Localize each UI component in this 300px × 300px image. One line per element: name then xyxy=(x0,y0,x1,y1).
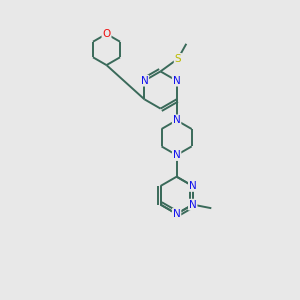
Text: O: O xyxy=(102,29,111,39)
Text: N: N xyxy=(173,209,181,219)
Text: N: N xyxy=(189,200,196,210)
Text: N: N xyxy=(173,76,181,86)
Text: N: N xyxy=(140,76,148,86)
Text: N: N xyxy=(173,115,181,125)
Text: S: S xyxy=(175,54,181,64)
Text: N: N xyxy=(173,150,181,160)
Text: N: N xyxy=(189,181,196,191)
